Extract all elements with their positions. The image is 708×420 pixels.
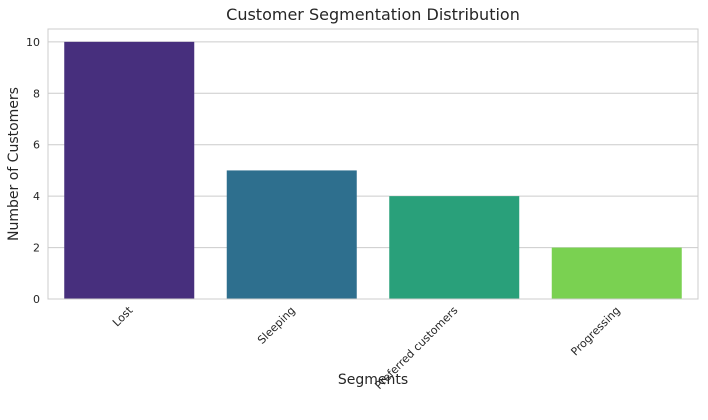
plot-frame bbox=[47, 28, 699, 300]
bar-sleeping bbox=[226, 170, 357, 299]
x-tick-label: Lost bbox=[110, 303, 136, 329]
bar-progressing bbox=[551, 247, 682, 299]
y-tick-label: 6 bbox=[33, 139, 40, 152]
y-tick-label: 10 bbox=[26, 36, 40, 49]
x-tick-label: Sleeping bbox=[255, 304, 298, 347]
chart-title: Customer Segmentation Distribution bbox=[226, 5, 520, 24]
y-tick-label: 8 bbox=[33, 87, 40, 100]
bar-lost bbox=[64, 41, 195, 299]
y-tick-label: 4 bbox=[33, 190, 40, 203]
bar-preferred-customers bbox=[389, 196, 520, 299]
x-axis-title: Segments bbox=[338, 372, 408, 388]
x-tick-label: Progressing bbox=[568, 304, 622, 358]
bars-layer bbox=[64, 41, 682, 299]
y-tick-label: 2 bbox=[33, 242, 40, 255]
y-axis-title: Number of Customers bbox=[6, 87, 22, 241]
y-tick-labels: 0 2 4 6 8 10 bbox=[26, 36, 40, 306]
y-tick-label: 0 bbox=[33, 293, 40, 306]
